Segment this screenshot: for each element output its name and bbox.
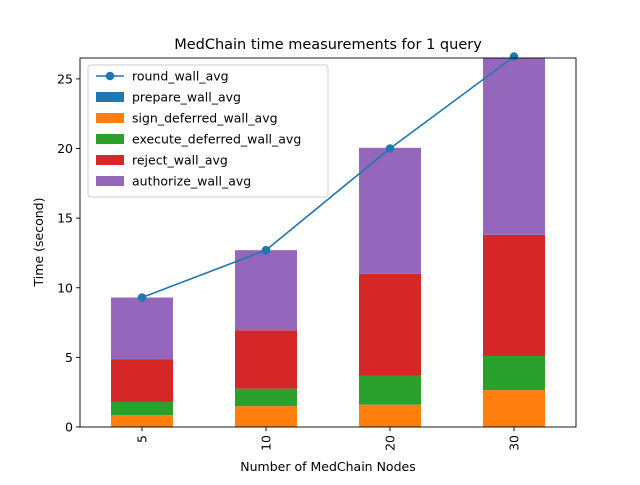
bar-reject_wall_avg-5 (111, 359, 173, 402)
bar-reject_wall_avg-10 (235, 330, 297, 389)
bar-execute_deferred_wall_avg-5 (111, 401, 173, 416)
bar-authorize_wall_avg-10 (235, 250, 297, 331)
chart-title: MedChain time measurements for 1 query (174, 37, 482, 53)
line-point-20 (385, 144, 395, 153)
bar-execute_deferred_wall_avg-10 (235, 388, 297, 407)
legend-patch-swatch (96, 113, 124, 123)
legend-patch-swatch (96, 176, 124, 186)
bar-sign_deferred_wall_avg-5 (111, 415, 173, 427)
legend-label: execute_deferred_wall_avg (132, 132, 301, 147)
legend-label: sign_deferred_wall_avg (132, 111, 278, 126)
y-tick-label: 10 (57, 280, 73, 295)
plot-area: 0 5 10 15 20 25 5 10 20 30 (57, 52, 577, 451)
bar-series-reject_wall_avg (111, 234, 545, 402)
legend-entry-authorize_wall_avg: authorize_wall_avg (96, 174, 251, 189)
x-tick-label: 30 (507, 435, 522, 451)
bar-reject_wall_avg-20 (359, 273, 421, 376)
legend-marker-swatch (105, 71, 115, 81)
legend: round_wall_avg prepare_wall_avg sign_defer… (87, 64, 329, 198)
x-tick-label: 20 (383, 435, 398, 451)
y-tick-label: 15 (57, 211, 73, 226)
legend-patch-swatch (96, 155, 124, 165)
bar-authorize_wall_avg-20 (359, 147, 421, 274)
line-point-10 (261, 245, 271, 255)
x-axis-label: Number of MedChain Nodes (240, 459, 415, 474)
bar-series-sign_deferred_wall_avg (111, 390, 545, 427)
line-point-30 (509, 52, 519, 61)
x-tick-label: 5 (135, 435, 150, 443)
line-round_wall_avg (141, 55, 515, 299)
bar-sign_deferred_wall_avg-20 (359, 404, 421, 427)
legend-label: authorize_wall_avg (132, 174, 251, 189)
y-axis-label: Time (second) (31, 198, 46, 288)
bar-execute_deferred_wall_avg-20 (359, 375, 421, 405)
y-tick-label: 0 (65, 420, 73, 435)
x-tick-label: 10 (259, 435, 274, 451)
legend-label: prepare_wall_avg (132, 90, 241, 105)
legend-entry-round_wall_avg: round_wall_avg (96, 69, 229, 84)
bar-authorize_wall_avg-30 (483, 58, 545, 235)
legend-label: round_wall_avg (132, 69, 229, 84)
bar-series-execute_deferred_wall_avg (111, 355, 545, 416)
bar-reject_wall_avg-30 (483, 234, 545, 356)
legend-entry-reject_wall_avg: reject_wall_avg (96, 153, 228, 168)
bar-execute_deferred_wall_avg-30 (483, 355, 545, 391)
axes-frame (79, 57, 577, 428)
legend-entry-sign_deferred_wall_avg: sign_deferred_wall_avg (96, 111, 278, 126)
y-tick-label: 25 (57, 71, 73, 86)
y-tick-label: 5 (65, 350, 73, 365)
legend-patch-swatch (96, 134, 124, 144)
legend-entry-execute_deferred_wall_avg: execute_deferred_wall_avg (96, 132, 301, 147)
y-tick-label: 20 (57, 141, 73, 156)
legend-entry-prepare_wall_avg: prepare_wall_avg (96, 90, 241, 105)
legend-box (87, 64, 329, 198)
bar-sign_deferred_wall_avg-10 (235, 406, 297, 427)
bar-authorize_wall_avg-5 (111, 297, 173, 360)
bar-series-authorize_wall_avg (111, 58, 545, 360)
legend-patch-swatch (96, 92, 124, 102)
legend-label: reject_wall_avg (132, 153, 228, 168)
bar-sign_deferred_wall_avg-30 (483, 390, 545, 427)
line-point-5 (137, 293, 147, 302)
